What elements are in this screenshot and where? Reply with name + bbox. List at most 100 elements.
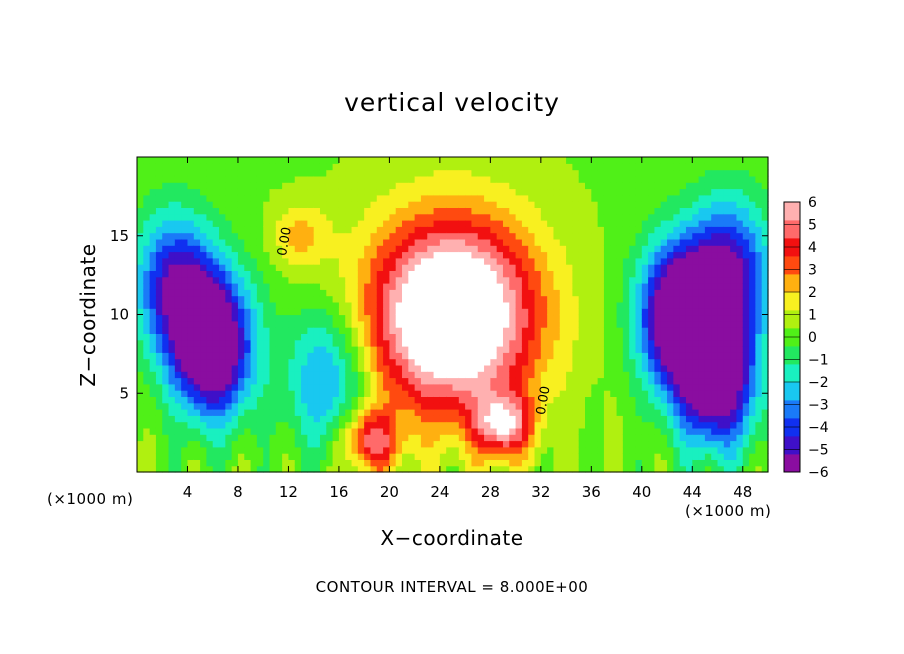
field-cell [458, 377, 466, 385]
field-cell [465, 402, 473, 410]
field-cell [282, 264, 290, 271]
field-cell [250, 276, 258, 284]
field-cell [761, 364, 769, 372]
field-cell [143, 377, 151, 385]
field-cell [225, 238, 233, 246]
field-cell [465, 220, 473, 227]
field-cell [465, 339, 473, 347]
field-cell [427, 352, 435, 360]
field-cell [364, 182, 372, 190]
field-cell [597, 453, 605, 460]
field-cell [162, 295, 170, 303]
field-cell [515, 434, 523, 442]
field-cell [181, 295, 189, 303]
field-cell [679, 440, 687, 448]
field-cell [313, 465, 321, 473]
field-cell [622, 346, 630, 353]
field-cell [685, 402, 693, 410]
field-cell [420, 440, 428, 448]
field-cell [629, 283, 637, 290]
field-cell [704, 220, 712, 227]
field-cell [332, 415, 340, 423]
field-cell [484, 201, 491, 208]
field-cell [490, 421, 498, 429]
field-cell [622, 295, 630, 303]
field-cell [730, 289, 738, 297]
field-cell [610, 371, 618, 379]
field-cell [275, 270, 283, 278]
field-cell [654, 207, 662, 215]
field-cell [212, 364, 220, 372]
field-cell [168, 194, 176, 202]
field-cell [219, 402, 226, 410]
field-cell [345, 434, 353, 442]
field-cell [319, 238, 327, 246]
field-cell [667, 163, 674, 171]
field-cell [597, 402, 605, 410]
field-cell [168, 383, 176, 391]
field-cell [206, 377, 214, 385]
field-cell [723, 270, 731, 278]
field-cell [301, 371, 308, 379]
field-cell [294, 364, 302, 372]
field-cell [244, 371, 252, 379]
field-cell [540, 396, 548, 404]
field-cell [420, 358, 428, 366]
field-cell [181, 459, 189, 467]
field-cell [490, 213, 498, 221]
field-cell [736, 201, 744, 208]
field-cell [660, 415, 668, 423]
field-cell [458, 251, 466, 259]
field-cell [534, 396, 542, 404]
field-cell [572, 301, 580, 309]
field-cell [414, 264, 422, 271]
field-cell [263, 409, 271, 416]
field-cell [749, 182, 756, 190]
field-cell [578, 339, 586, 347]
field-cell [433, 446, 441, 454]
field-cell [692, 333, 700, 341]
field-cell [698, 446, 706, 454]
field-cell [162, 175, 170, 183]
field-cell [263, 459, 271, 467]
field-cell [458, 409, 466, 416]
field-cell [256, 402, 264, 410]
field-cell [319, 270, 327, 278]
field-cell [660, 182, 668, 190]
field-cell [319, 440, 327, 448]
field-cell [742, 465, 750, 473]
field-cell [761, 213, 769, 221]
field-cell [509, 465, 517, 473]
field-cell [376, 295, 384, 303]
field-cell [477, 308, 485, 316]
field-cell [420, 251, 428, 259]
field-cell [326, 320, 334, 328]
field-cell [256, 459, 264, 467]
field-cell [319, 301, 327, 309]
field-cell [294, 194, 302, 202]
field-cell [269, 314, 277, 322]
field-cell [711, 327, 719, 334]
field-cell [219, 175, 226, 183]
field-cell [730, 396, 738, 404]
field-cell [540, 201, 548, 208]
field-cell [395, 301, 403, 309]
field-cell [673, 213, 681, 221]
field-cell [231, 276, 239, 284]
field-cell [717, 238, 725, 246]
field-cell [402, 257, 409, 265]
field-cell [389, 289, 397, 297]
field-cell [704, 289, 712, 297]
field-cell [383, 314, 390, 322]
field-cell [502, 308, 510, 316]
field-cell [162, 333, 170, 341]
field-cell [187, 264, 195, 271]
field-cell [502, 383, 510, 391]
field-cell [730, 283, 738, 290]
field-cell [572, 295, 580, 303]
field-cell [174, 453, 182, 460]
field-cell [193, 333, 201, 341]
field-cell [566, 339, 573, 347]
field-cell [597, 390, 605, 397]
field-cell [446, 238, 454, 246]
